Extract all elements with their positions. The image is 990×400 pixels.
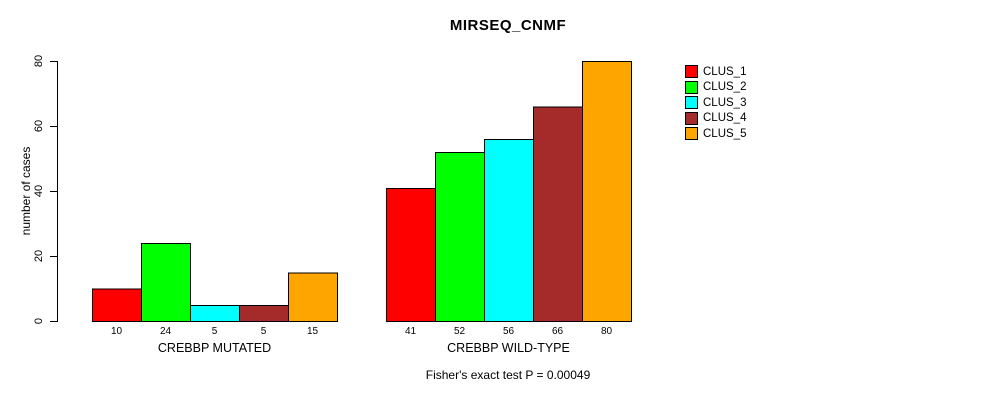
legend-item-clus_2: CLUS_2 xyxy=(685,80,746,96)
fisher-test-annotation: Fisher's exact test P = 0.00049 xyxy=(425,368,591,382)
y-tick-mark xyxy=(50,321,57,322)
chart-title: MIRSEQ_CNMF xyxy=(449,17,567,34)
legend-swatch xyxy=(685,96,698,110)
bar-value-label: 80 xyxy=(600,326,613,337)
legend-swatch xyxy=(685,80,698,94)
legend-swatch xyxy=(685,111,698,125)
bar-clus_1-group1 xyxy=(92,288,142,322)
legend-item-clus_3: CLUS_3 xyxy=(685,95,746,111)
bar-clus_3-group1 xyxy=(190,304,240,322)
bar-value-label: 5 xyxy=(260,326,267,337)
bar-value-label: 10 xyxy=(110,326,123,337)
y-tick-mark xyxy=(50,126,57,127)
bar-clus_4-group1 xyxy=(239,304,289,322)
bar-value-label: 56 xyxy=(502,326,515,337)
bar-value-label: 52 xyxy=(453,326,466,337)
bar-value-label: 24 xyxy=(159,326,172,337)
legend-swatch xyxy=(685,65,698,79)
bar-clus_4-group2 xyxy=(533,106,583,322)
y-tick-mark xyxy=(50,191,57,192)
group-label-1: CREBBP MUTATED xyxy=(157,341,272,355)
bar-value-label: 15 xyxy=(306,326,319,337)
bar-clus_2-group1 xyxy=(141,243,191,322)
legend-item-clus_4: CLUS_4 xyxy=(685,111,746,127)
legend-swatch xyxy=(685,127,698,141)
bar-clus_3-group2 xyxy=(484,139,534,322)
group-label-2: CREBBP WILD-TYPE xyxy=(447,341,570,355)
bar-clus_1-group2 xyxy=(386,187,436,322)
legend: CLUS_1 CLUS_2 CLUS_3 CLUS_4 CLUS_5 xyxy=(685,64,746,142)
bar-value-label: 66 xyxy=(551,326,564,337)
legend-item-clus_5: CLUS_5 xyxy=(685,126,746,142)
bar-clus_5-group1 xyxy=(288,272,338,322)
legend-label: CLUS_1 xyxy=(703,65,747,78)
legend-label: CLUS_2 xyxy=(703,81,747,94)
legend-item-clus_1: CLUS_1 xyxy=(685,64,746,80)
y-axis-line xyxy=(57,61,58,322)
y-tick-mark xyxy=(50,256,57,257)
bar-value-label: 5 xyxy=(211,326,218,337)
legend-label: CLUS_5 xyxy=(703,127,747,140)
legend-label: CLUS_4 xyxy=(703,112,747,125)
legend-label: CLUS_3 xyxy=(703,96,747,109)
y-tick-mark xyxy=(50,61,57,62)
bar-clus_5-group2 xyxy=(582,61,632,322)
bar-clus_2-group2 xyxy=(435,152,485,322)
bar-value-label: 41 xyxy=(404,326,417,337)
